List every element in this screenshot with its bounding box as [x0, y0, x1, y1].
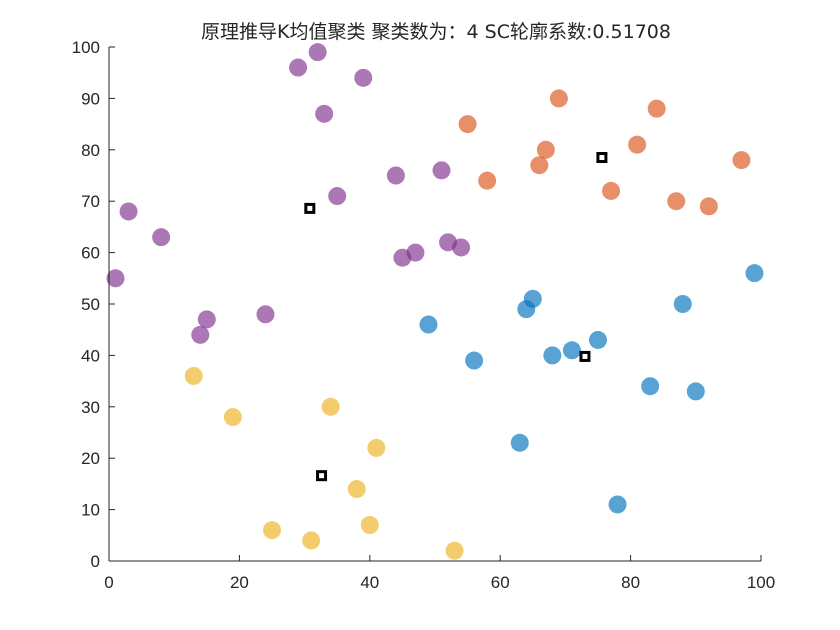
data-point-cluster-3 — [641, 377, 660, 396]
data-point-cluster-1 — [452, 238, 471, 257]
centroid-marker — [316, 470, 328, 482]
axes-layer — [108, 47, 761, 562]
data-point-cluster-3 — [686, 382, 705, 401]
data-point-cluster-1 — [191, 325, 210, 344]
data-point-cluster-1 — [354, 68, 373, 87]
y-tick-label: 100 — [72, 38, 100, 57]
x-tick-label: 20 — [230, 573, 249, 592]
x-tick-label: 80 — [621, 573, 640, 592]
ticks-layer: 0 20 40 60 80 100 0 10 20 30 40 50 60 70 80 90 100 — [72, 38, 776, 592]
data-point-cluster-4 — [184, 366, 203, 385]
data-point-cluster-2 — [667, 192, 686, 211]
data-point-cluster-1 — [406, 243, 425, 262]
data-point-cluster-2 — [647, 99, 666, 118]
data-point-cluster-4 — [223, 408, 242, 427]
data-point-cluster-2 — [530, 156, 549, 175]
data-point-cluster-1 — [315, 104, 334, 123]
data-point-cluster-1 — [106, 269, 125, 288]
data-point-cluster-1 — [328, 187, 347, 206]
data-point-cluster-3 — [465, 351, 484, 370]
data-point-cluster-1 — [308, 43, 327, 62]
data-point-cluster-3 — [589, 330, 607, 349]
data-point-cluster-2 — [732, 151, 751, 170]
data-point-cluster-3 — [562, 341, 581, 360]
y-tick-label: 30 — [81, 398, 100, 417]
data-point-cluster-2 — [549, 89, 568, 108]
data-point-cluster-4 — [445, 541, 464, 560]
y-tick-label: 40 — [81, 346, 100, 365]
chart-title: 原理推导K均值聚类 聚类数为：4 SC轮廓系数:0.51708 — [201, 21, 671, 43]
centroid-marker — [304, 202, 316, 214]
data-point-cluster-2 — [699, 197, 718, 216]
y-tick-label: 90 — [81, 89, 100, 108]
centroid-marker — [579, 350, 591, 362]
points-layer — [106, 43, 764, 560]
centroid-marker — [596, 152, 608, 164]
data-point-cluster-3 — [673, 295, 692, 313]
data-point-cluster-4 — [367, 438, 386, 457]
data-point-cluster-3 — [523, 289, 542, 308]
y-tick-label: 20 — [81, 449, 100, 468]
data-point-cluster-1 — [289, 58, 308, 77]
data-point-cluster-4 — [360, 516, 379, 535]
data-point-cluster-1 — [197, 310, 216, 329]
x-tick-label: 100 — [747, 573, 775, 592]
data-point-cluster-3 — [745, 264, 764, 283]
x-tick-label: 60 — [491, 573, 510, 592]
data-point-cluster-2 — [628, 135, 647, 154]
data-point-cluster-4 — [263, 521, 281, 540]
data-point-cluster-4 — [302, 531, 321, 550]
data-point-cluster-1 — [386, 166, 405, 185]
y-tick-label: 80 — [81, 141, 100, 160]
data-point-cluster-4 — [347, 480, 366, 499]
data-point-cluster-3 — [419, 315, 438, 334]
data-point-cluster-2 — [458, 115, 477, 134]
x-tick-label: 0 — [104, 573, 113, 592]
y-tick-label: 50 — [81, 295, 100, 314]
data-point-cluster-1 — [152, 228, 171, 247]
y-tick-label: 0 — [91, 552, 100, 571]
data-point-cluster-2 — [602, 181, 621, 200]
data-point-cluster-1 — [119, 202, 138, 221]
x-tick-label: 40 — [360, 573, 379, 592]
data-point-cluster-4 — [321, 397, 340, 416]
y-tick-label: 10 — [81, 501, 100, 520]
data-point-cluster-1 — [256, 305, 275, 324]
data-point-cluster-3 — [543, 346, 562, 365]
data-point-cluster-3 — [510, 433, 529, 452]
data-point-cluster-1 — [432, 161, 451, 180]
y-tick-label: 70 — [81, 192, 100, 211]
data-point-cluster-2 — [536, 140, 555, 159]
data-point-cluster-3 — [608, 495, 627, 514]
data-point-cluster-2 — [478, 171, 497, 190]
y-tick-label: 60 — [81, 244, 100, 263]
